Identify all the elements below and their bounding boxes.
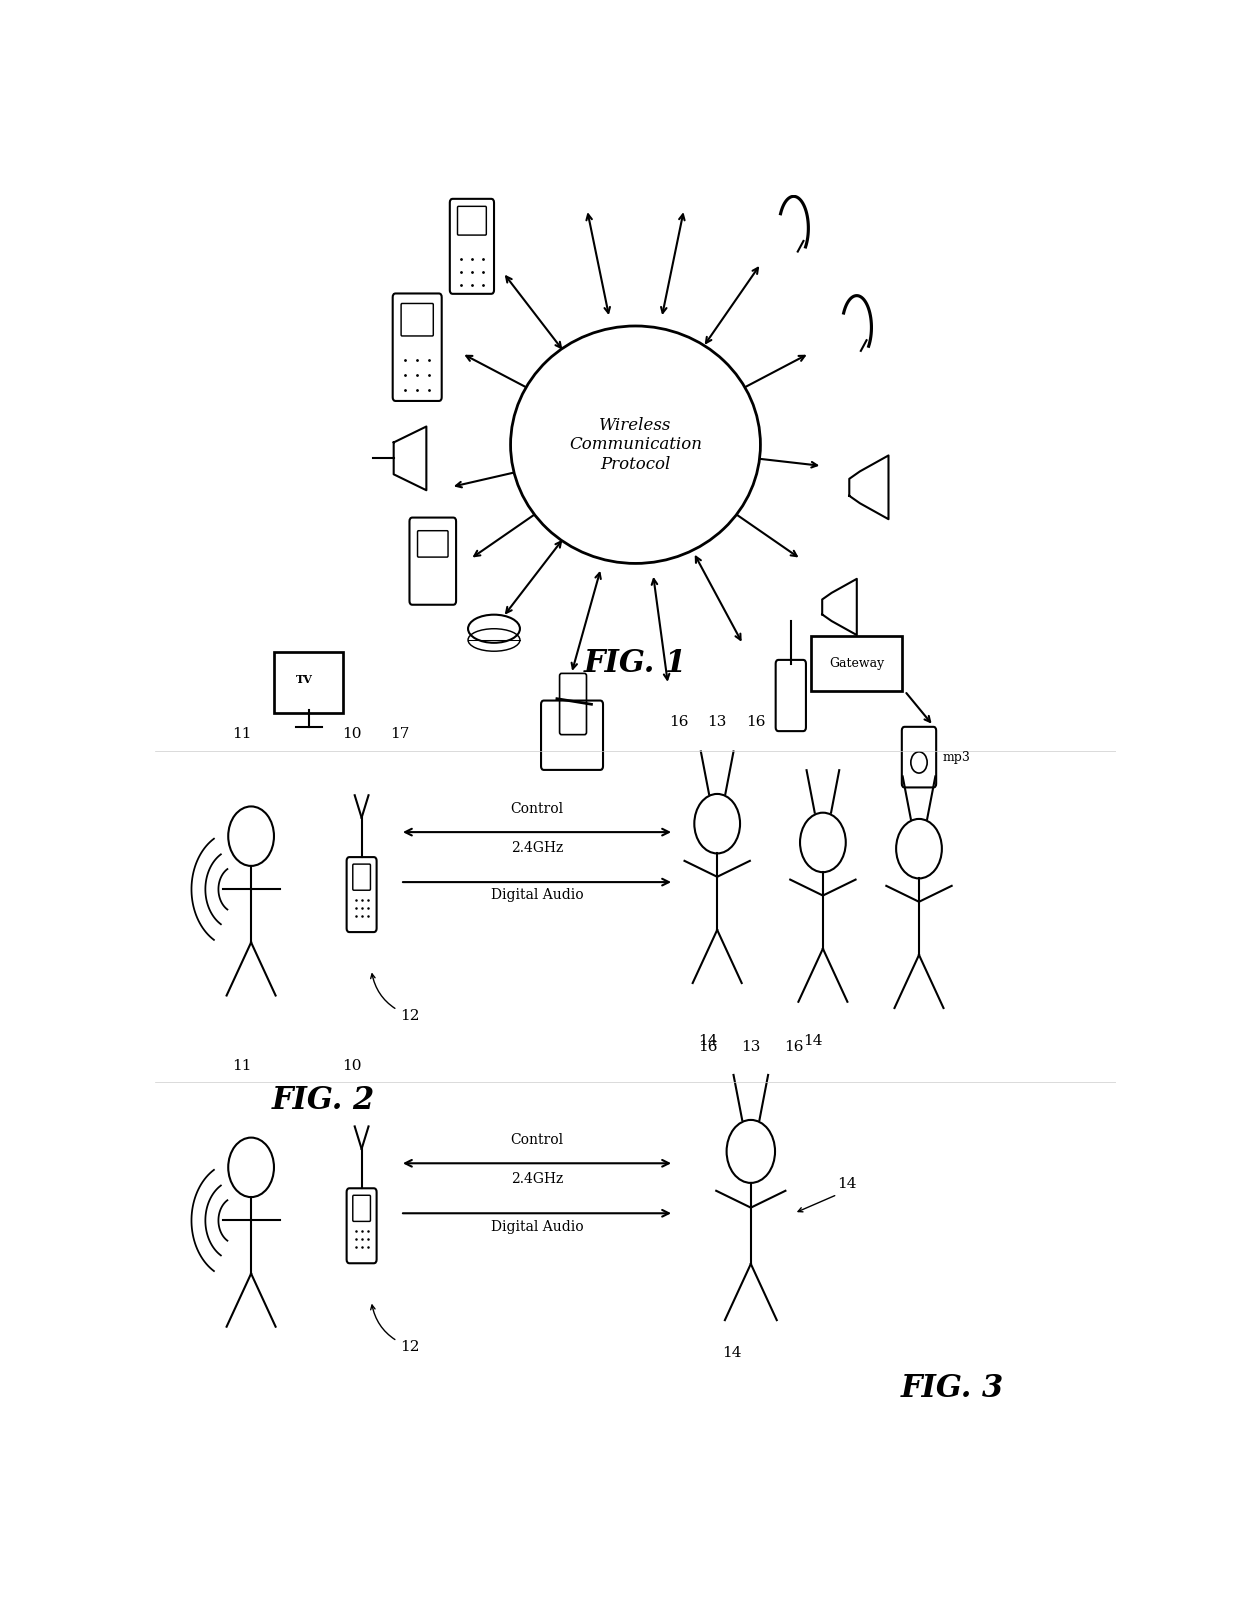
Text: Control: Control xyxy=(511,1133,563,1147)
Text: 16: 16 xyxy=(670,714,688,729)
Text: 17: 17 xyxy=(391,727,409,742)
Text: 14: 14 xyxy=(698,1034,717,1047)
Text: Gateway: Gateway xyxy=(828,657,884,670)
Text: 16: 16 xyxy=(785,1040,804,1053)
Text: 13: 13 xyxy=(708,714,727,729)
Text: 14: 14 xyxy=(722,1345,742,1360)
Text: 14: 14 xyxy=(837,1177,857,1191)
Ellipse shape xyxy=(511,326,760,563)
Text: mp3: mp3 xyxy=(942,750,971,764)
Text: Digital Audio: Digital Audio xyxy=(491,1219,583,1233)
Text: Digital Audio: Digital Audio xyxy=(491,888,583,902)
Text: 10: 10 xyxy=(342,727,362,742)
Text: 11: 11 xyxy=(232,727,252,742)
Text: Control: Control xyxy=(511,802,563,816)
Text: 10: 10 xyxy=(342,1058,362,1073)
Text: FIG. 3: FIG. 3 xyxy=(901,1373,1004,1404)
Text: 16: 16 xyxy=(698,1040,717,1053)
Text: Wireless
Communication
Protocol: Wireless Communication Protocol xyxy=(569,417,702,472)
Text: 11: 11 xyxy=(232,1058,252,1073)
Text: FIG. 1: FIG. 1 xyxy=(584,648,687,678)
Text: 2.4GHz: 2.4GHz xyxy=(511,1172,563,1186)
Text: FIG. 2: FIG. 2 xyxy=(272,1086,374,1117)
Text: TV: TV xyxy=(295,674,312,685)
Text: 14: 14 xyxy=(804,1034,823,1047)
Text: 2.4GHz: 2.4GHz xyxy=(511,841,563,855)
Text: 16: 16 xyxy=(746,714,765,729)
Text: 12: 12 xyxy=(371,974,419,1022)
Text: 12: 12 xyxy=(371,1305,419,1354)
Text: 13: 13 xyxy=(742,1040,760,1053)
